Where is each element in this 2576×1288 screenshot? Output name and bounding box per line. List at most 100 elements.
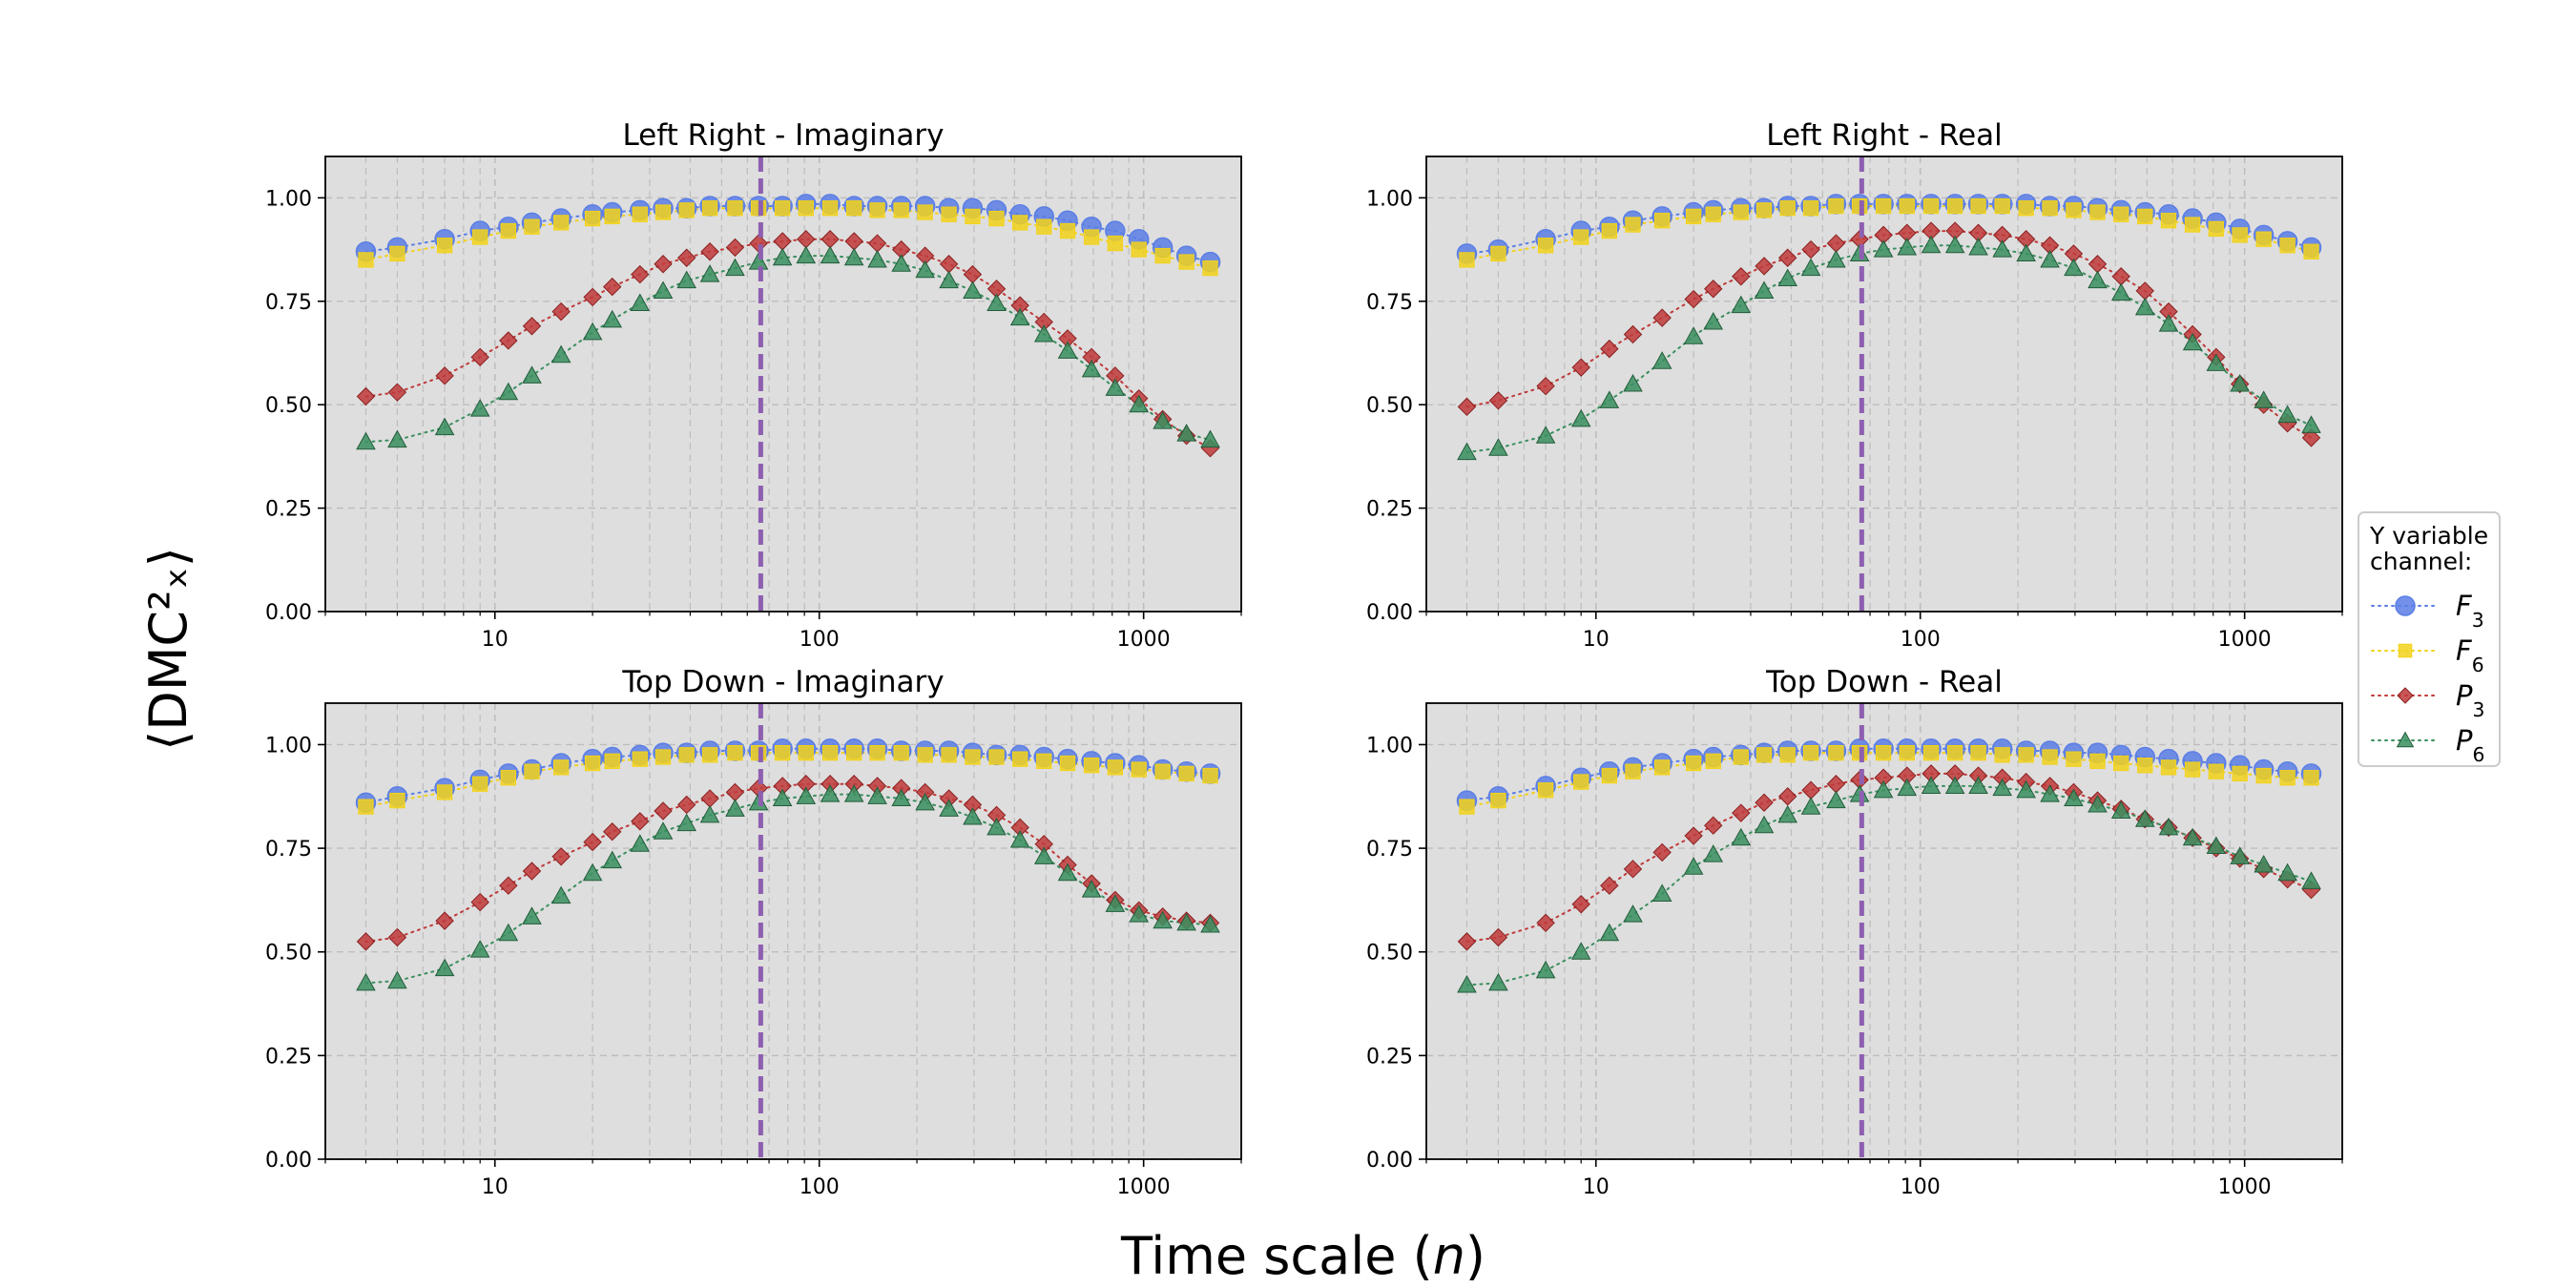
data-point-F6 [584,210,601,227]
data-point-P6 [676,270,696,289]
data-point-P6 [1731,295,1752,314]
x-tick-label: 10 [1583,1175,1610,1199]
data-point-P6 [1488,972,1508,991]
data-point-P6 [725,799,745,817]
data-point-F6 [2137,758,2153,774]
data-point-P6 [2110,282,2131,301]
data-point-F6 [2042,200,2058,217]
data-point-F6 [1802,744,1819,761]
data-point-F6 [436,784,453,800]
data-point-P6 [2277,405,2297,424]
data-point-P3 [1623,860,1643,879]
data-point-P6 [1683,326,1704,344]
data-point-P6 [2206,836,2227,854]
data-point-P6 [867,249,887,268]
data-point-F6 [2255,231,2272,247]
data-point-F6 [1490,245,1506,262]
data-point-F6 [988,210,1005,227]
data-point-P6 [843,247,864,266]
data-point-P6 [1457,975,1477,993]
data-point-P6 [1992,778,2012,797]
data-point-F6 [1131,761,1147,778]
data-point-P6 [963,280,983,299]
data-point-F6 [2018,200,2034,217]
data-point-P6 [551,885,571,904]
data-point-P3 [1684,289,1703,309]
legend-entry-F3: F3 [2371,590,2484,632]
data-point-P6 [1057,862,1078,882]
data-point-F6 [798,744,814,761]
data-point-F6 [436,238,453,254]
data-point-P6 [699,804,720,823]
data-point-P3 [1571,895,1590,914]
x-tick-label: 100 [1901,1175,1941,1199]
data-point-P6 [1968,237,1988,256]
series-P6-markers [1457,776,2321,993]
panel-2: 0.00 0.25 0.50 0.75 1.00 10 100 1000 Left Right … [1366,118,2343,652]
data-point-P6 [1033,323,1054,343]
data-point-F6 [941,206,957,222]
data-point-P6 [602,309,623,328]
series-layer [1456,194,2322,461]
data-point-P6 [434,417,455,436]
data-point-F6 [2160,759,2177,776]
data-point-P6 [2016,243,2036,261]
data-point-P3 [1536,913,1555,933]
data-point-F6 [604,208,620,225]
data-point-P3 [356,932,376,951]
series-line-P6 [1465,244,2313,454]
data-point-F6 [632,206,648,222]
y-tick-label: 0.25 [265,498,312,522]
data-point-P3 [1457,397,1477,417]
data-point-P6 [387,429,407,448]
data-point-F6 [1922,197,1940,215]
data-point-P3 [1488,927,1508,947]
data-point-P3 [1600,339,1619,359]
y-tick-label: 0.75 [265,838,312,862]
data-point-F6 [917,747,933,763]
data-point-P6 [469,940,490,958]
data-point-P6 [2158,817,2179,836]
data-point-P6 [843,784,864,802]
data-point-P3 [1488,391,1508,410]
data-point-P6 [2254,854,2274,873]
y-tick-label: 0.50 [265,394,312,418]
y-tick-label: 1.00 [265,734,312,758]
series-line-F3 [364,202,1212,263]
data-point-P6 [1009,829,1030,848]
series-line-F6 [364,207,1212,270]
legend-marker [2396,731,2415,748]
data-point-P6 [2134,809,2155,827]
data-point-F6 [389,245,405,262]
legend-marker [2395,595,2416,616]
data-point-P3 [551,847,571,866]
data-point-P6 [796,245,817,264]
axes-background [325,156,1241,612]
series-line-F3 [1465,202,2313,255]
data-point-P6 [699,264,720,282]
data-point-F6 [1036,753,1052,769]
y-tick-label: 0.50 [1366,394,1413,418]
data-point-P6 [1129,394,1150,413]
data-point-F6 [727,200,743,217]
data-point-P6 [1944,235,1965,254]
data-point-P6 [582,322,603,341]
data-point-P6 [356,431,376,450]
data-point-F6 [1653,213,1671,229]
data-point-P3 [470,347,489,367]
data-point-P6 [2040,784,2060,802]
y-tick-label: 0.25 [265,1045,312,1069]
panel-title: Left Right - Imaginary [622,118,944,153]
data-point-P3 [1704,280,1723,299]
data-point-P3 [583,832,602,852]
data-point-F6 [1922,744,1940,761]
figure-xlabel: Time scale (n) [1120,1226,1485,1286]
data-point-P6 [1200,429,1220,448]
data-point-F6 [727,744,743,761]
data-point-P3 [1623,324,1643,344]
data-point-P6 [915,260,935,279]
data-point-P6 [987,817,1007,836]
legend-marker [2398,643,2413,658]
data-point-P6 [1873,239,1894,258]
